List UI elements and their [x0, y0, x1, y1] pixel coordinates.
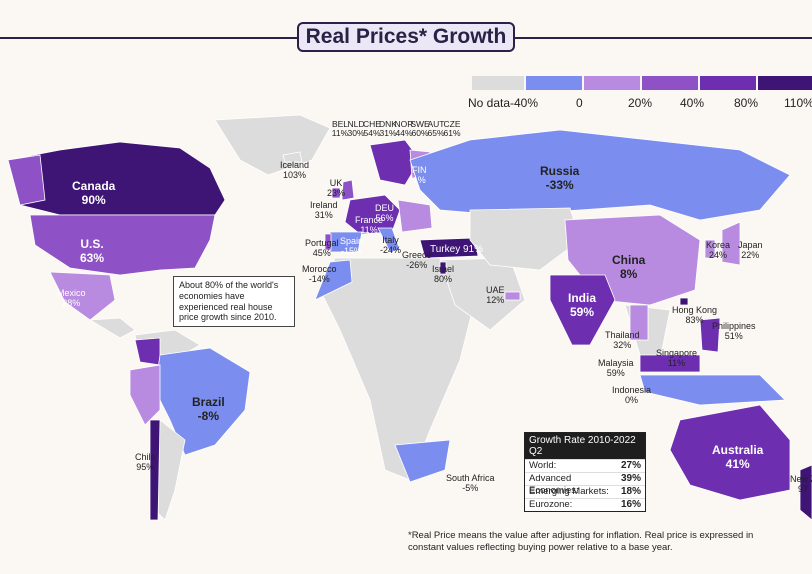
- greenland-shape: [214, 114, 331, 176]
- country-label-singapore: Singapore 11%: [656, 348, 698, 369]
- colombia-shape: [134, 337, 161, 366]
- country-label-indonesia: Indonesia 0%: [612, 385, 652, 406]
- legend-swatch-nodata: [472, 76, 524, 90]
- europe-label: AUT 65%: [427, 119, 445, 139]
- country-label-fin: FIN 1%: [412, 165, 427, 186]
- korea-shape: [704, 239, 716, 259]
- legend-label: 40%: [680, 96, 705, 110]
- ireland-shape: [331, 187, 341, 199]
- legend-swatch-80: [758, 76, 812, 90]
- annotation-note: About 80% of the world's economies have …: [173, 276, 295, 328]
- country-label-brazil: Brazil -8%: [192, 395, 225, 423]
- morocco-shape: [314, 259, 353, 301]
- country-label-japan: Japan 22%: [738, 240, 763, 261]
- malaysia-shape: [639, 354, 701, 373]
- turkey-shape: [419, 237, 479, 259]
- country-label-india: India 59%: [568, 291, 597, 319]
- mexico-shape: [49, 271, 116, 321]
- europe-label: CHE 54%: [363, 119, 381, 139]
- legend-label: -40%: [510, 96, 539, 110]
- stats-row: Advanced Economies: 39%: [525, 472, 645, 496]
- japan-shape: [721, 221, 741, 266]
- europe-label: NLD 30%: [347, 119, 365, 139]
- country-label-morocco: Morocco -14%: [302, 264, 337, 285]
- stats-row: World: 27%: [525, 459, 645, 472]
- south-africa-shape: [394, 439, 451, 483]
- philippines-shape: [699, 317, 721, 353]
- europe-label: DNK 31%: [379, 119, 397, 139]
- italy-shape: [377, 227, 401, 253]
- country-label-philippines: Philippines 51%: [712, 321, 756, 342]
- page-title: Real Prices* Growth: [297, 22, 515, 52]
- legend-swatch-20: [642, 76, 698, 90]
- europe-label: SWE 60%: [410, 119, 430, 139]
- usa-shape: [29, 214, 216, 276]
- portugal-shape: [324, 233, 332, 251]
- legend-swatch-40: [700, 76, 756, 90]
- australia-shape: [669, 404, 791, 501]
- legend-label: No data: [468, 96, 511, 110]
- footnote: *Real Price means the value after adjust…: [408, 530, 754, 553]
- new-zealand-shape: [799, 464, 812, 521]
- country-label-mexico: Mexico 28%: [57, 288, 86, 309]
- country-label-spain: Spain -15%: [340, 236, 364, 257]
- country-label-iceland: Iceland 103%: [280, 160, 310, 181]
- russia-shape: [409, 129, 791, 221]
- country-label-chile: Chile 95%: [135, 452, 156, 473]
- country-label-korea: Korea 24%: [706, 240, 731, 261]
- growth-stats-box: Growth Rate 2010-2022 Q2 World: 27% Advan…: [524, 432, 646, 512]
- chile-shape: [149, 419, 161, 521]
- iceland-shape: [282, 151, 303, 163]
- central-america-shape: [88, 317, 136, 339]
- country-label-new-zealand: New Z97: [790, 474, 812, 495]
- indonesia-shape: [639, 374, 786, 406]
- eastern-europe-shape: [397, 199, 433, 233]
- country-label-deu: DEU 56%: [375, 203, 395, 224]
- country-label-greece: Greece -26%: [402, 250, 432, 271]
- country-label-australia: Australia 41%: [712, 443, 764, 471]
- legend-swatch-0: [584, 76, 640, 90]
- alaska-shape: [7, 154, 46, 206]
- country-label-hong-kong: Hong Kong 83%: [672, 305, 718, 326]
- country-label-malaysia: Malaysia 59%: [598, 358, 634, 379]
- stats-header: Growth Rate 2010-2022 Q2: [525, 433, 645, 459]
- legend-label: 20%: [628, 96, 653, 110]
- hong-kong-shape: [679, 297, 689, 306]
- country-label-thailand: Thailand 32%: [605, 330, 640, 351]
- country-label-italy: Italy -24%: [380, 235, 402, 256]
- country-label-china: China 8%: [612, 253, 646, 281]
- peru-shape: [129, 364, 161, 426]
- europe-label: NOR 44%: [394, 119, 414, 139]
- legend-label: 80%: [734, 96, 759, 110]
- stats-row: Eurozone: 16%: [525, 498, 645, 511]
- thailand-shape: [629, 304, 649, 341]
- europe-label: BEL 11%: [331, 119, 349, 139]
- country-label-south-africa: South Africa -5%: [446, 473, 495, 494]
- central-asia-shape: [469, 207, 581, 271]
- canada-shape: [7, 141, 226, 216]
- country-label-ireland: Ireland 31%: [310, 200, 338, 221]
- legend-swatch-neg40: [526, 76, 582, 90]
- uk-shape: [341, 179, 355, 201]
- legend-label: 110%: [784, 96, 812, 110]
- country-label-uk: UK 23%: [327, 178, 346, 199]
- country-label-canada: Canada 90%: [72, 179, 116, 207]
- country-label-israel: Israel 80%: [432, 264, 455, 285]
- country-label-france: France 11%: [355, 215, 384, 236]
- uae-shape: [504, 291, 521, 301]
- israel-shape: [439, 261, 447, 275]
- country-label-russia: Russia -33%: [540, 164, 580, 192]
- legend-label: 0: [576, 96, 583, 110]
- country-label-portugal: Portugal 45%: [305, 238, 339, 259]
- country-label-us: U.S. 63%: [80, 237, 105, 265]
- country-label-turkey: Turkey 91%: [430, 244, 483, 255]
- europe-label: CZE 61%: [443, 119, 461, 139]
- india-shape: [549, 274, 616, 346]
- country-label-uae: UAE 12%: [486, 285, 505, 306]
- stats-row: Emerging Markets: 18%: [525, 485, 645, 498]
